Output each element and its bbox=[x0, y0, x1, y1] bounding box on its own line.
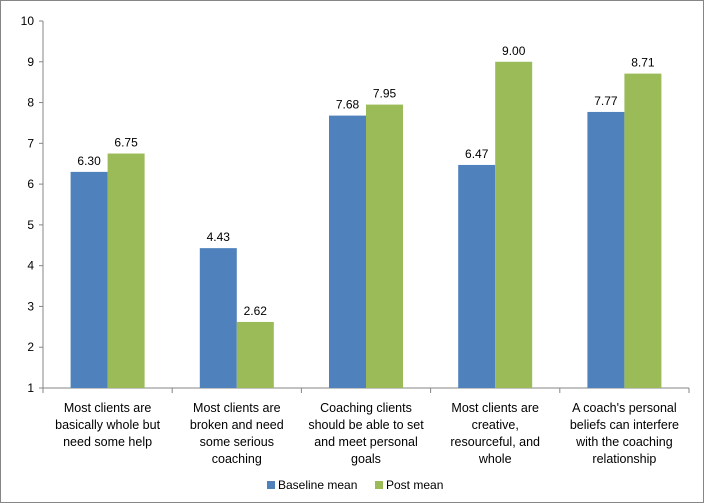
x-category-label-line: should be able to set bbox=[308, 418, 424, 432]
y-tick-label: 9 bbox=[27, 55, 34, 69]
x-category-label-line: Most clients are bbox=[451, 401, 539, 415]
x-category-label: A coach's personal beliefs can interfere w… bbox=[570, 401, 679, 466]
x-category-label-line: goals bbox=[351, 452, 381, 466]
bar-baseline-mean bbox=[329, 115, 366, 389]
data-label: 7.77 bbox=[594, 94, 618, 108]
data-label: 6.30 bbox=[77, 154, 101, 168]
data-label: 9.00 bbox=[502, 44, 526, 58]
bar-post-mean bbox=[107, 153, 145, 388]
y-tick-label: 10 bbox=[21, 14, 35, 28]
y-tick-label: 5 bbox=[27, 218, 34, 232]
y-tick-label: 8 bbox=[27, 96, 34, 110]
x-category-label: Most clients are basically whole but need … bbox=[55, 401, 160, 449]
bar-baseline-mean bbox=[70, 171, 108, 388]
data-label: 7.68 bbox=[336, 98, 360, 112]
bar-baseline-mean bbox=[587, 111, 625, 388]
x-category-label-line: Most clients are bbox=[64, 401, 152, 415]
x-category-label-line: A coach's personal bbox=[572, 401, 677, 415]
legend-swatch bbox=[267, 481, 275, 489]
x-category-label-line: broken and need bbox=[190, 418, 284, 432]
data-label: 6.75 bbox=[114, 136, 138, 150]
data-label: 6.47 bbox=[465, 147, 489, 161]
x-category-label-line: need some help bbox=[63, 435, 152, 449]
y-tick-label: 7 bbox=[27, 136, 34, 150]
x-category-label-line: beliefs can interfere bbox=[570, 418, 679, 432]
x-category-label-line: resourceful, and bbox=[450, 435, 540, 449]
bar-baseline-mean bbox=[199, 248, 237, 388]
x-category-label: Most clients are broken and need some seri… bbox=[190, 401, 284, 466]
x-category-label-line: creative, bbox=[472, 418, 519, 432]
y-tick-label: 1 bbox=[27, 381, 34, 395]
bar-baseline-mean bbox=[458, 164, 496, 388]
x-category-label-line: and meet personal bbox=[314, 435, 418, 449]
legend-label: Post mean bbox=[386, 478, 443, 492]
data-label: 7.95 bbox=[373, 87, 397, 101]
x-category-label: Coaching clients should be able to set and… bbox=[308, 401, 424, 466]
legend-swatch bbox=[375, 481, 383, 489]
x-category-label-line: Coaching clients bbox=[320, 401, 412, 415]
data-label: 2.62 bbox=[244, 304, 268, 318]
legend-label: Baseline mean bbox=[278, 478, 357, 492]
x-category-label-line: whole bbox=[478, 452, 512, 466]
y-tick-label: 3 bbox=[27, 299, 34, 313]
x-category-label-line: with the coaching bbox=[575, 435, 673, 449]
y-tick-label: 2 bbox=[27, 340, 34, 354]
bar-post-mean bbox=[624, 73, 662, 388]
x-category-label-line: basically whole but bbox=[55, 418, 160, 432]
x-category-label-line: some serious bbox=[200, 435, 274, 449]
x-category-label-line: Most clients are bbox=[193, 401, 281, 415]
bar-post-mean bbox=[366, 104, 403, 388]
data-label: 8.71 bbox=[631, 56, 655, 70]
x-category-label-line: relationship bbox=[592, 452, 656, 466]
data-label: 4.43 bbox=[207, 230, 231, 244]
x-category-label-line: coaching bbox=[212, 452, 262, 466]
y-tick-label: 4 bbox=[27, 259, 34, 273]
y-tick-label: 6 bbox=[27, 177, 34, 191]
x-category-label: Most clients are creative, resourceful, an… bbox=[450, 401, 540, 466]
bar-post-mean bbox=[495, 61, 533, 389]
bar-post-mean bbox=[236, 321, 274, 388]
